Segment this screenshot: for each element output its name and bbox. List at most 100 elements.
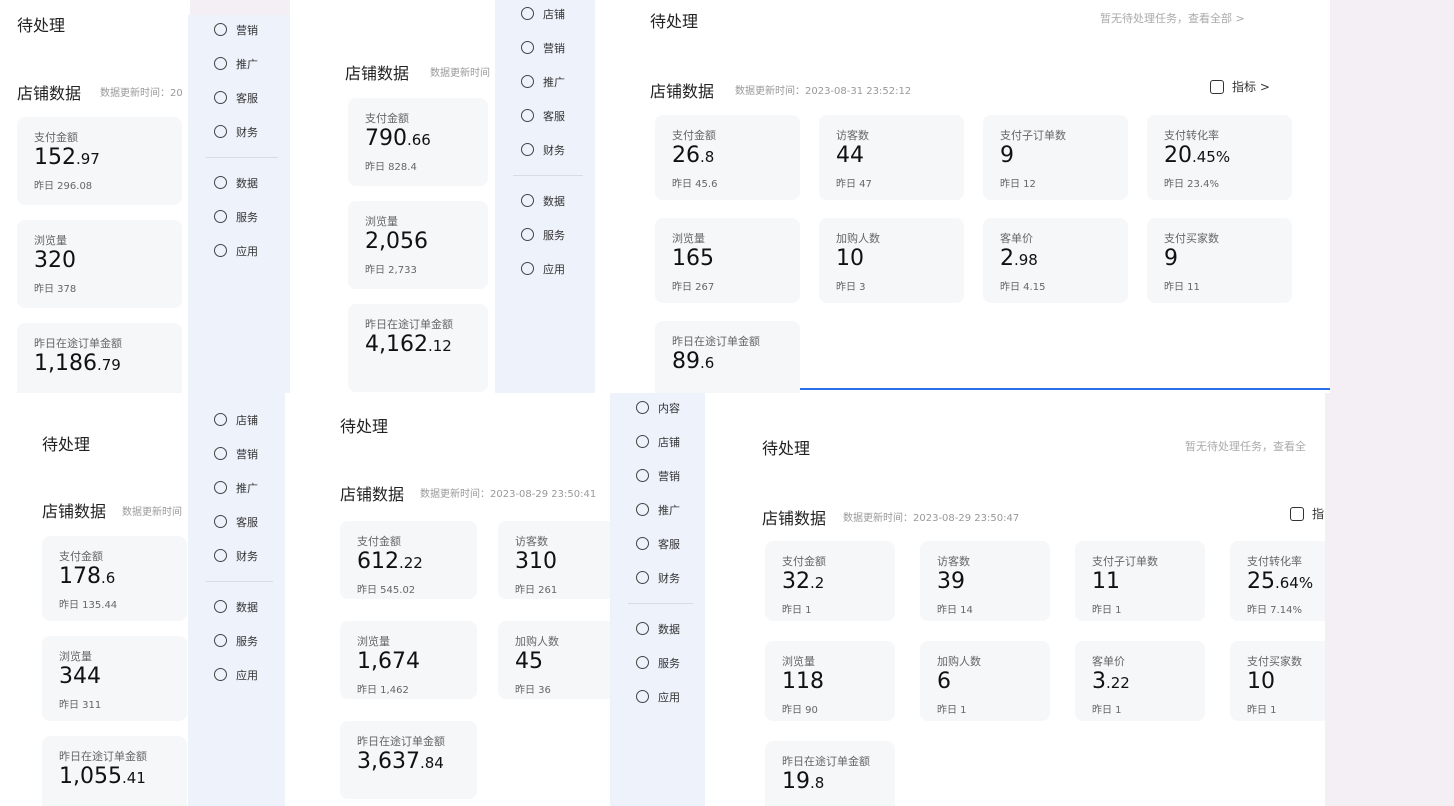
value-part: 32 — [782, 569, 810, 594]
sidebar: 店铺营销推广客服财务数据服务应用 — [188, 393, 285, 806]
card-label: 访客数 — [937, 555, 970, 568]
metric-card: 昨日在途订单金额 4,162.12 — [348, 304, 488, 392]
menu-item[interactable]: 营销 — [236, 448, 258, 461]
menu-icon — [636, 571, 649, 584]
menu-icon — [214, 413, 227, 426]
menu-icon — [214, 23, 227, 36]
card-value: 45 — [515, 649, 543, 674]
menu-item[interactable]: 店铺 — [658, 436, 680, 449]
store-title: 店铺数据 — [42, 502, 107, 521]
card-value: 25.64% — [1247, 569, 1313, 594]
value-part: .2 — [810, 574, 825, 592]
menu-item[interactable]: 营销 — [236, 24, 258, 37]
card-previous: 昨日 311 — [59, 700, 102, 711]
menu-item[interactable]: 数据 — [543, 195, 565, 208]
card-label: 浏览量 — [782, 655, 815, 668]
menu-icon — [214, 57, 227, 70]
panel: 待处理 店铺数据 数据更新时间：20 支付金额 152.97 昨日 296.08 浏览量 32… — [0, 0, 190, 393]
card-previous: 昨日 1 — [1092, 705, 1122, 716]
card-label: 昨日在途订单金额 — [365, 318, 453, 331]
card-value: 89.6 — [672, 349, 714, 374]
menu-item[interactable]: 数据 — [658, 623, 680, 636]
menu-item[interactable]: 数据 — [236, 601, 258, 614]
card-value: 344 — [59, 664, 101, 689]
menu-item[interactable]: 推广 — [236, 58, 258, 71]
menu-item[interactable]: 客服 — [658, 538, 680, 551]
card-value: 612.22 — [357, 549, 423, 574]
menu-item[interactable]: 财务 — [236, 126, 258, 139]
card-value: 178.6 — [59, 564, 115, 589]
card-previous: 昨日 45.6 — [672, 179, 718, 190]
menu-divider — [628, 603, 693, 604]
card-label: 支付买家数 — [1164, 232, 1219, 245]
menu-item[interactable]: 应用 — [236, 245, 258, 258]
menu-icon — [214, 549, 227, 562]
card-previous: 昨日 135.44 — [59, 600, 118, 611]
card-label: 支付买家数 — [1247, 655, 1302, 668]
value-part: 20 — [1164, 143, 1192, 168]
card-previous: 昨日 23.4% — [1164, 179, 1219, 190]
sidebar: 店铺营销推广客服财务数据服务应用 — [495, 0, 595, 393]
card-previous: 昨日 828.4 — [365, 162, 417, 173]
menu-item[interactable]: 客服 — [236, 516, 258, 529]
value-part: 3,637 — [357, 749, 420, 774]
card-value: 6 — [937, 669, 951, 694]
menu-item[interactable]: 内容 — [658, 402, 680, 415]
card-value: 118 — [782, 669, 824, 694]
value-part: .12 — [427, 337, 452, 355]
card-previous: 昨日 36 — [515, 685, 551, 696]
menu-item[interactable]: 店铺 — [543, 8, 565, 21]
menu-item[interactable]: 推广 — [543, 76, 565, 89]
metric-button[interactable]: 指 — [1312, 507, 1325, 521]
value-part: .97 — [76, 150, 100, 168]
menu-item[interactable]: 服务 — [236, 211, 258, 224]
value-part: .6 — [101, 569, 116, 587]
menu-item[interactable]: 财务 — [658, 572, 680, 585]
menu-item[interactable]: 营销 — [658, 470, 680, 483]
metric-button[interactable]: 指标 > — [1232, 80, 1270, 94]
menu-icon — [636, 537, 649, 550]
card-value: 320 — [34, 248, 76, 273]
menu-item[interactable]: 应用 — [543, 263, 565, 276]
card-value: 9 — [1164, 246, 1178, 271]
menu-item[interactable]: 应用 — [658, 691, 680, 704]
menu-item[interactable]: 财务 — [543, 144, 565, 157]
menu-item[interactable]: 数据 — [236, 177, 258, 190]
menu-item[interactable]: 服务 — [658, 657, 680, 670]
value-part: .8 — [810, 774, 825, 792]
menu-item[interactable]: 推广 — [236, 482, 258, 495]
metric-card: 支付买家数 9 昨日 11 — [1147, 218, 1292, 303]
pending-notice[interactable]: 暂无待处理任务，查看全部 > — [1100, 12, 1245, 25]
menu-item[interactable]: 服务 — [236, 635, 258, 648]
menu-icon — [636, 656, 649, 669]
menu-icon — [521, 143, 534, 156]
menu-icon — [214, 91, 227, 104]
card-previous: 昨日 1 — [782, 605, 812, 616]
menu-item[interactable]: 店铺 — [236, 414, 258, 427]
metric-card: 支付金额 152.97 昨日 296.08 — [17, 117, 182, 205]
menu-divider — [206, 157, 278, 158]
card-value: 20.45% — [1164, 143, 1230, 168]
card-previous: 昨日 378 — [34, 284, 77, 295]
card-label: 昨日在途订单金额 — [59, 750, 147, 763]
value-part: 19 — [782, 769, 810, 794]
metric-card: 支付金额 612.22 昨日 545.02 — [340, 521, 477, 599]
card-value: 3,637.84 — [357, 749, 444, 774]
card-label: 昨日在途订单金额 — [357, 735, 445, 748]
menu-item[interactable]: 推广 — [658, 504, 680, 517]
menu-item[interactable]: 客服 — [543, 110, 565, 123]
card-value: 44 — [836, 143, 864, 168]
card-label: 支付金额 — [782, 555, 826, 568]
pending-notice[interactable]: 暂无待处理任务，查看全 — [1185, 440, 1306, 453]
menu-item[interactable]: 营销 — [543, 42, 565, 55]
menu-item[interactable]: 客服 — [236, 92, 258, 105]
update-time: 数据更新时间：20 — [100, 88, 183, 99]
menu-icon — [636, 503, 649, 516]
value-part: .8 — [700, 148, 715, 166]
metric-card: 支付买家数 10 昨日 1 — [1230, 641, 1325, 721]
menu-item[interactable]: 服务 — [543, 229, 565, 242]
menu-item[interactable]: 财务 — [236, 550, 258, 563]
metric-card: 昨日在途订单金额 1,055.41 — [42, 736, 187, 806]
menu-item[interactable]: 应用 — [236, 669, 258, 682]
card-value: 10 — [836, 246, 864, 271]
